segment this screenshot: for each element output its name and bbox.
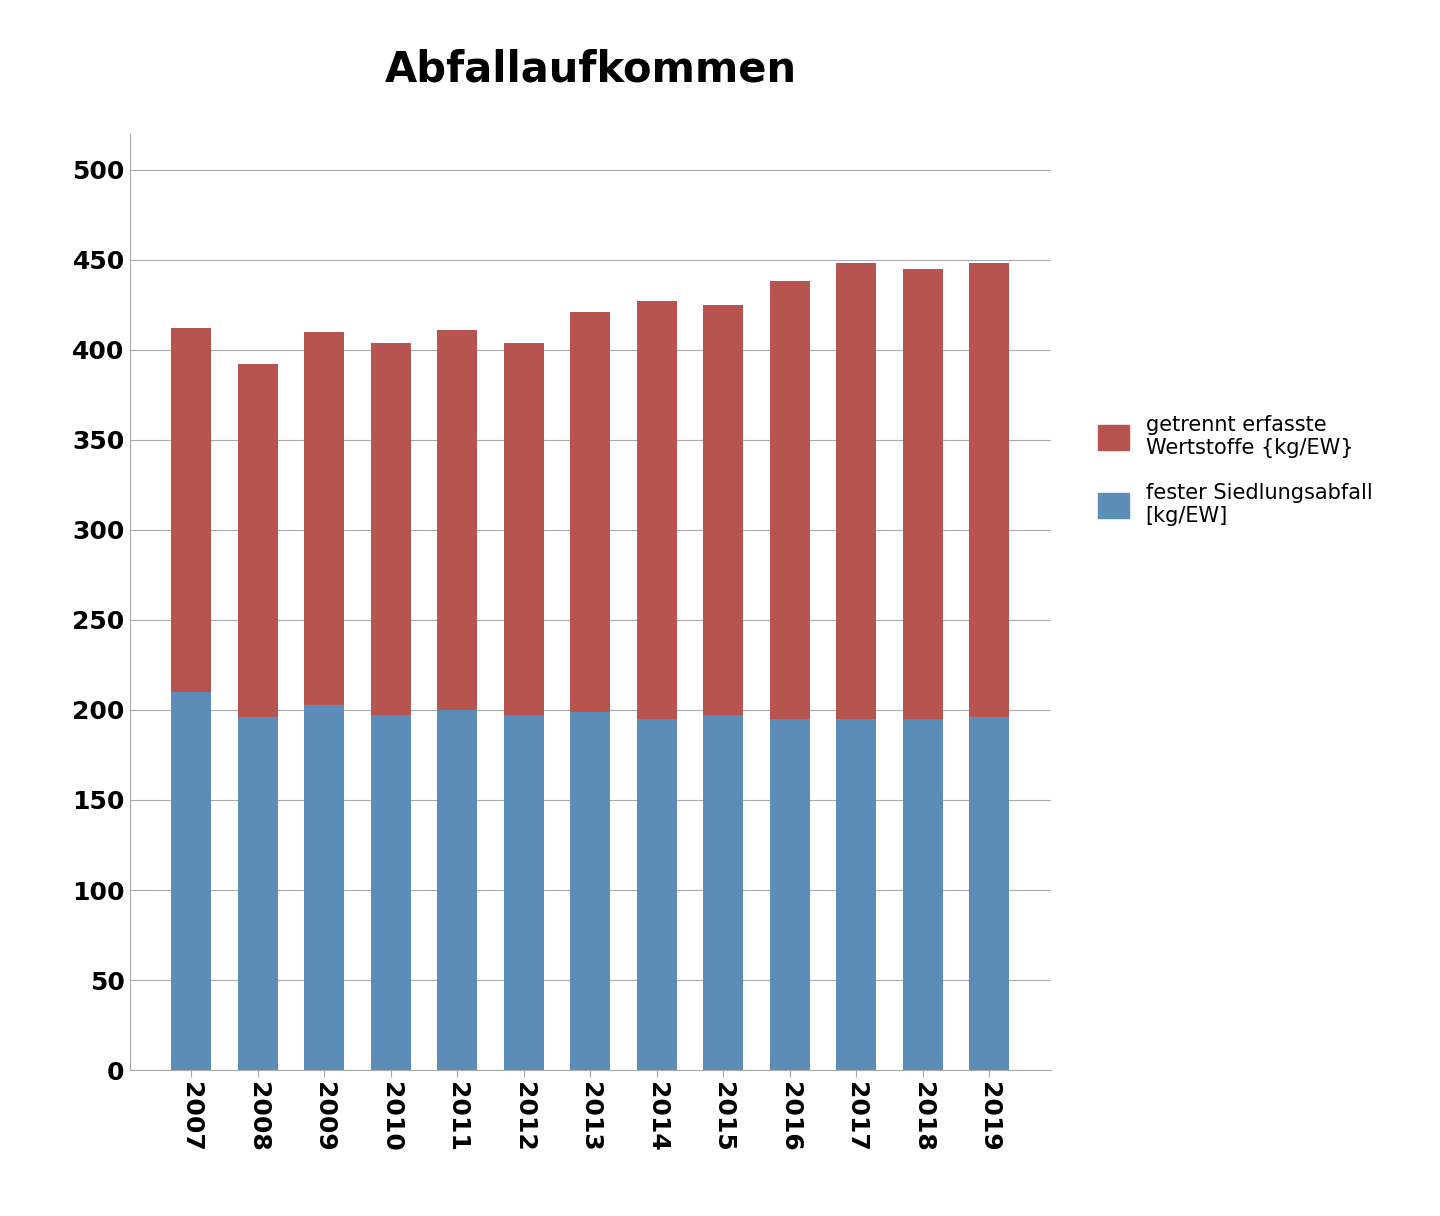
- Bar: [703, 305, 743, 715]
- Bar: [703, 715, 743, 1070]
- Bar: [238, 365, 278, 717]
- Bar: [171, 692, 212, 1070]
- Bar: [372, 343, 410, 715]
- Bar: [969, 717, 1009, 1070]
- Bar: [304, 332, 344, 704]
- Bar: [570, 711, 611, 1070]
- Bar: [504, 343, 544, 715]
- Bar: [903, 269, 943, 719]
- Legend: getrennt erfasste
Wertstoffe {kg/EW}, fester Siedlungsabfall
[kg/EW]: getrennt erfasste Wertstoffe {kg/EW}, fe…: [1089, 406, 1381, 534]
- Bar: [238, 717, 278, 1070]
- Bar: [438, 710, 478, 1070]
- Bar: [570, 313, 611, 711]
- Bar: [636, 719, 677, 1070]
- Bar: [770, 719, 809, 1070]
- Bar: [304, 704, 344, 1070]
- Bar: [837, 719, 877, 1070]
- Bar: [636, 302, 677, 719]
- Bar: [837, 264, 877, 719]
- Bar: [903, 719, 943, 1070]
- Bar: [372, 715, 410, 1070]
- Bar: [171, 328, 212, 692]
- Bar: [438, 330, 478, 710]
- Bar: [770, 281, 809, 719]
- Bar: [969, 264, 1009, 717]
- Text: Abfallaufkommen: Abfallaufkommen: [384, 49, 796, 91]
- Bar: [504, 715, 544, 1070]
